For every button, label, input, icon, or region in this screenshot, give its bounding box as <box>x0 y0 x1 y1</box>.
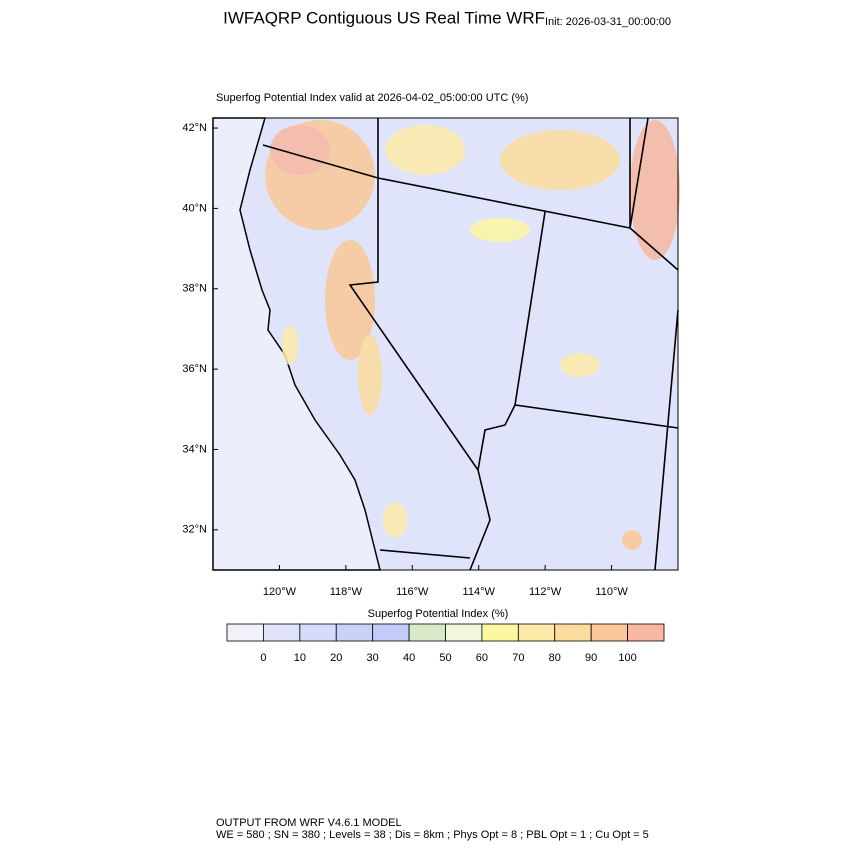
init-time: Init: 2026-03-31_00:00:00 <box>545 16 671 28</box>
colorbar-box <box>590 623 628 642</box>
colorbar-box <box>263 623 301 642</box>
colorbar-label: 30 <box>367 652 379 664</box>
lon-tick-label: 114°W <box>463 586 496 598</box>
colorbar-box <box>517 623 556 642</box>
lat-tick-label: 36°N <box>182 363 207 375</box>
footer-line: OUTPUT FROM WRF V4.6.1 MODEL <box>216 817 402 829</box>
lon-tick-label: 112°W <box>529 586 562 598</box>
map-frame <box>212 117 679 571</box>
colorbar-label: 80 <box>549 652 561 664</box>
lon-tick-label: 110°W <box>595 586 628 598</box>
lon-tick-label: 116°W <box>396 586 429 598</box>
colorbar-label: 60 <box>476 652 488 664</box>
title: IWFAQRP Contiguous US Real Time WRF <box>223 8 545 27</box>
lat-tick-label: 42°N <box>182 122 207 134</box>
colorbar-label: 70 <box>512 652 524 664</box>
colorbar-box <box>554 623 592 642</box>
colorbar-label: 100 <box>618 652 636 664</box>
lon-tick-label: 118°W <box>330 586 363 598</box>
colorbar-title: Superfog Potential Index (%) <box>368 608 509 620</box>
lat-tick-label: 40°N <box>182 202 207 214</box>
colorbar-box <box>299 623 337 642</box>
colorbar-box <box>372 623 410 642</box>
state-borders <box>262 117 679 571</box>
map <box>212 117 680 571</box>
lat-tick-label: 32°N <box>182 524 207 536</box>
colorbar-box <box>627 623 665 642</box>
colorbar-label: 40 <box>403 652 415 664</box>
colorbar-label: 90 <box>585 652 597 664</box>
colorbar-label: 20 <box>330 652 342 664</box>
colorbar-box <box>408 623 446 642</box>
colorbar-box <box>481 623 519 642</box>
colorbar-box <box>226 623 264 642</box>
ocean <box>212 117 381 571</box>
footer-line: WE = 580 ; SN = 380 ; Levels = 38 ; Dis … <box>216 829 649 841</box>
colorbar-label: 10 <box>294 652 306 664</box>
fog-areas <box>265 120 680 550</box>
lat-tick-label: 38°N <box>182 283 207 295</box>
colorbar-box <box>335 623 374 642</box>
lat-tick-label: 34°N <box>182 443 207 455</box>
map-subtitle: Superfog Potential Index valid at 2026-0… <box>216 92 528 104</box>
colorbar-label: 0 <box>260 652 266 664</box>
colorbar-box <box>445 623 483 642</box>
lon-tick-label: 120°W <box>263 586 297 598</box>
colorbar-label: 50 <box>439 652 451 664</box>
